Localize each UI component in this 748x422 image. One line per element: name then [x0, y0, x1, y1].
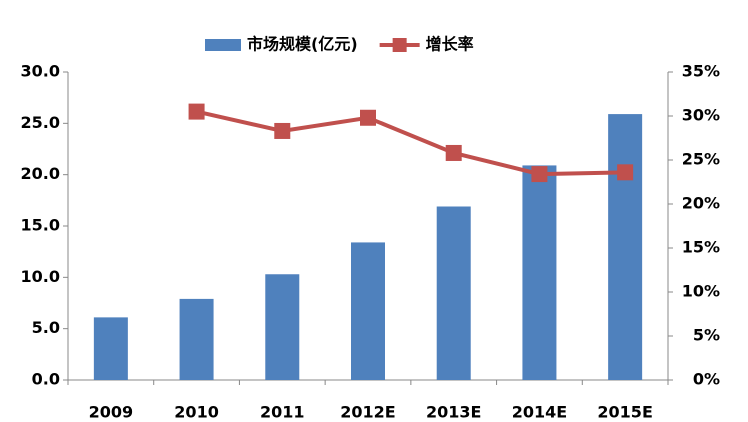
- y2-tick-label: 25%: [682, 150, 720, 169]
- y2-tick-label: 35%: [682, 62, 720, 81]
- y-tick-label: 30.0: [21, 62, 60, 81]
- x-tick-label: 2009: [89, 403, 134, 422]
- y2-tick-label: 15%: [682, 238, 720, 257]
- line-marker: [360, 109, 376, 126]
- line-marker: [274, 122, 291, 139]
- line-marker: [531, 166, 548, 183]
- x-tick-label: 2010: [174, 403, 219, 422]
- y-tick-label: 25.0: [21, 113, 60, 132]
- bar: [93, 317, 128, 380]
- y2-tick-label: 5%: [693, 326, 720, 345]
- bar: [608, 114, 643, 381]
- x-tick-label: 2011: [260, 403, 305, 422]
- x-tick-label: 2015E: [597, 403, 652, 422]
- bar: [436, 206, 471, 380]
- legend-swatch: [205, 39, 241, 51]
- x-tick-label: 2013E: [426, 403, 481, 422]
- x-tick-label: 2012E: [340, 403, 395, 422]
- legend-marker: [392, 38, 407, 52]
- y-tick-label: 5.0: [32, 318, 60, 337]
- line-marker: [188, 103, 205, 120]
- y2-tick-label: 30%: [682, 106, 720, 125]
- y-tick-label: 20.0: [21, 164, 60, 183]
- bar: [351, 242, 385, 380]
- y2-tick-label: 0%: [693, 370, 720, 389]
- legend-label: 增长率: [426, 35, 474, 54]
- bar: [179, 298, 214, 380]
- bar: [522, 165, 557, 380]
- y2-tick-label: 10%: [682, 282, 720, 301]
- x-tick-label: 2014E: [512, 403, 567, 422]
- y-tick-label: 15.0: [21, 216, 60, 235]
- y-tick-label: 0.0: [32, 370, 60, 389]
- line: [196, 109, 626, 177]
- y-tick-label: 10.0: [21, 267, 60, 286]
- legend-label: 市场规模(亿元): [247, 35, 358, 54]
- bar: [265, 274, 300, 380]
- y2-tick-label: 20%: [682, 194, 720, 213]
- line-marker: [445, 144, 462, 161]
- line-marker: [617, 164, 634, 181]
